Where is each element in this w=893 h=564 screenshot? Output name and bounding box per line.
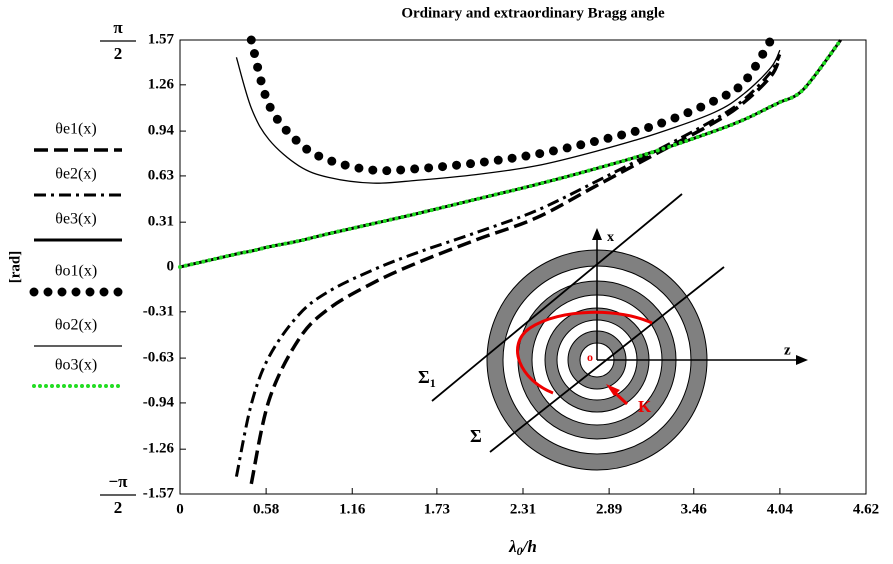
series-line — [246, 35, 776, 176]
legend-label: θo1(x) — [55, 263, 97, 280]
x-tick-label: 2.89 — [596, 501, 622, 517]
plane-sigma — [489, 266, 725, 453]
series-line — [234, 53, 782, 477]
pi-label: π2 — [100, 18, 136, 63]
y-tick-label: -0.94 — [143, 394, 175, 410]
arrow-head — [796, 355, 808, 365]
x-tick-label: 2.31 — [510, 501, 536, 517]
x-tick-label: 4.62 — [853, 501, 879, 517]
legend-label: θo3(x) — [55, 357, 97, 374]
pi-denominator: 2 — [114, 498, 123, 517]
y-tick-label: 1.26 — [148, 76, 175, 92]
y-tick-label: 0 — [167, 258, 175, 274]
sigma1-main: Σ — [418, 367, 430, 387]
plot-area: 0 0.58 1.16 1.73 2.31 2.89 3.46 4.04 4.62 -1.57 -1… — [100, 18, 879, 517]
y-tick-label: -1.57 — [143, 485, 175, 501]
y-tick-label: 0.31 — [148, 214, 174, 230]
x-tick-label: 1.16 — [339, 501, 366, 517]
legend-label: θe3(x) — [55, 211, 96, 228]
sigma1-sub: 1 — [430, 376, 436, 390]
y-tick-label: -0.31 — [143, 303, 174, 319]
inset-diagram: x z o K Σ1 Σ — [418, 193, 808, 471]
y-tick-label: -1.26 — [143, 441, 175, 457]
sigma-text: Σ — [470, 426, 482, 446]
origin-text: o — [587, 350, 593, 364]
x-tick-label: 1.73 — [424, 501, 450, 517]
arrow-head — [592, 228, 602, 240]
legend: θe1(x) θe2(x) θe3(x) θo1(x) θo2(x) θo3(x) — [29, 121, 127, 388]
pi-denominator: 2 — [114, 44, 123, 63]
y-tick-label: 0.94 — [148, 123, 175, 139]
x-axis-label: λ0/h — [508, 537, 537, 558]
plane-sigma1 — [431, 193, 683, 402]
x-tick-label: 0.58 — [253, 501, 279, 517]
z-axis-text: z — [784, 342, 791, 358]
series-line — [179, 39, 842, 269]
x-label-main: λ — [508, 537, 517, 556]
legend-label: θo2(x) — [55, 317, 97, 334]
k-text: K — [638, 397, 652, 416]
legend-label: θe2(x) — [55, 166, 96, 183]
x-label-rest: /h — [521, 537, 537, 556]
y-tick-label: 1.57 — [148, 31, 175, 47]
series-line — [178, 38, 843, 269]
wave-vector-path — [516, 310, 653, 395]
x-label-sub: 0 — [517, 544, 523, 558]
sigma1-text: Σ1 — [418, 367, 436, 390]
pi-numerator: π — [113, 18, 123, 37]
arrow-head — [606, 384, 620, 396]
series-line — [235, 49, 781, 184]
pi-label: −π 2 — [100, 472, 136, 517]
y-tick-label: -0.63 — [143, 350, 174, 366]
legend-label: θe1(x) — [55, 121, 96, 138]
pi-numerator: −π — [108, 472, 128, 491]
chart-title: Ordinary and extraordinary Bragg angle — [401, 5, 665, 21]
x-tick-label: 3.46 — [681, 501, 708, 517]
x-axis-text: x — [607, 230, 614, 245]
series-line — [249, 56, 782, 485]
y-tick-label: 0.63 — [148, 167, 174, 183]
x-tick-label: 4.04 — [767, 501, 794, 517]
y-axis-label: [rad] — [7, 251, 23, 284]
x-tick-label: 0 — [176, 501, 184, 517]
